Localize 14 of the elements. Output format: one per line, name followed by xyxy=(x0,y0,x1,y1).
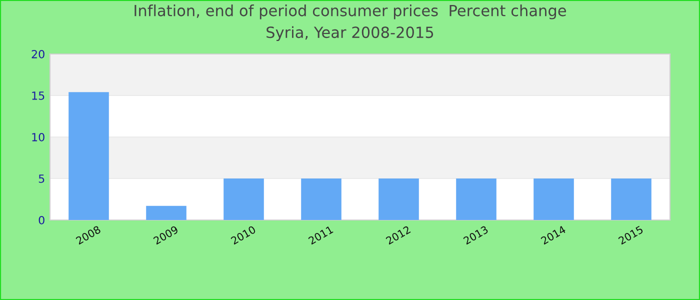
chart-title: Inflation, end of period consumer prices Percent change Syria, Year 2008-2015 xyxy=(134,4,566,42)
bar xyxy=(534,178,574,220)
y-tick-label: 5 xyxy=(38,174,44,183)
y-tick-label: 10 xyxy=(32,132,44,142)
bar xyxy=(456,178,496,220)
bar xyxy=(224,178,264,220)
bar xyxy=(146,206,186,220)
bar xyxy=(68,92,109,220)
y-tick-label: 20 xyxy=(32,50,44,58)
bar xyxy=(611,178,652,220)
y-tick-label: 0 xyxy=(38,216,44,224)
y-tick-label: 15 xyxy=(32,92,44,100)
bar xyxy=(378,178,419,220)
bar xyxy=(301,178,342,220)
